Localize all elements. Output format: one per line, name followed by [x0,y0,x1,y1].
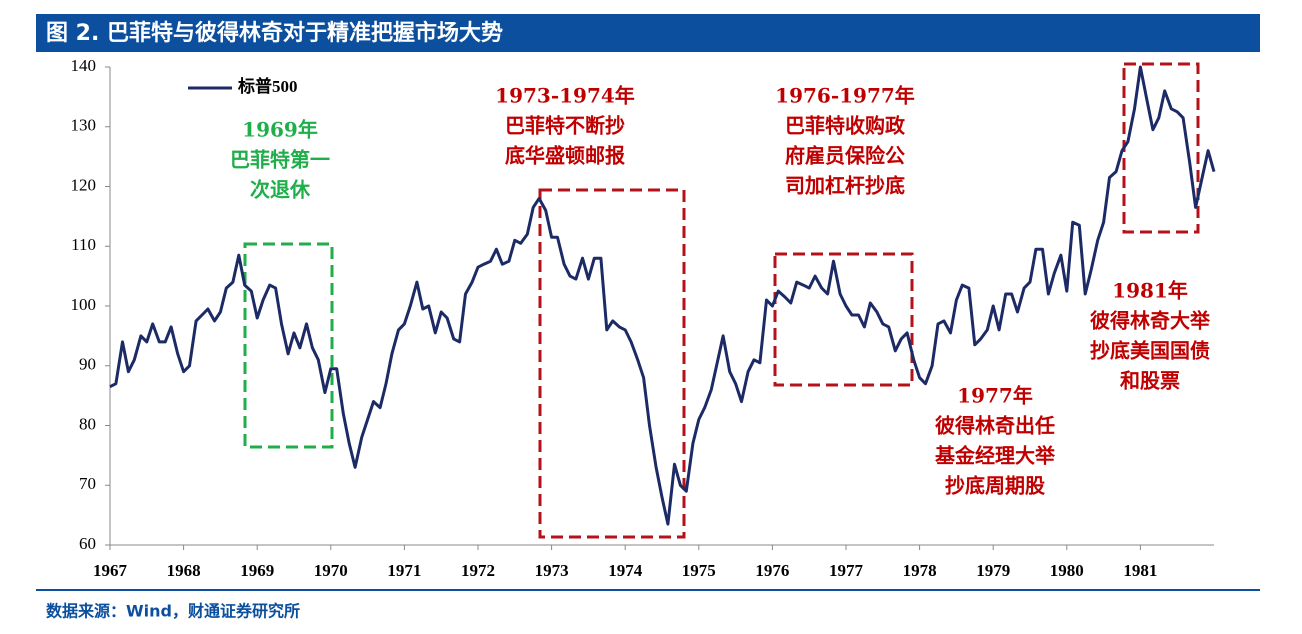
y-tick-label: 100 [71,295,97,314]
x-tick-label: 1971 [387,561,421,580]
highlight-box [773,252,914,387]
x-tick-label: 1980 [1050,561,1084,580]
legend-label: 标普500 [238,76,298,96]
annotation: 次退休 [250,178,311,202]
y-tick-label: 110 [71,235,96,254]
source: 数据来源：Wind，财通证券研究所 [46,602,300,621]
annotation: 抄底周期股 [945,474,1045,498]
y-tick-label: 120 [71,175,97,194]
y-tick-label: 130 [71,116,97,135]
y-tick-label: 60 [79,534,96,553]
annotation: 基金经理大举 [935,444,1056,468]
x-tick-label: 1981 [1123,561,1157,580]
annotation: 底华盛顿邮报 [505,144,625,168]
annotation: 抄底美国国债 [1090,339,1210,363]
x-tick-label: 1972 [461,561,495,580]
y-tick-label: 90 [79,355,96,374]
chart-title: 图 2. 巴菲特与彼得林奇对于精准把握市场大势 [46,20,503,46]
annotation: 1977年 [957,384,1033,408]
x-tick-label: 1976 [755,561,789,580]
highlight-box [538,188,686,539]
series-line [109,65,1216,526]
annotation: 巴菲特收购政 [785,114,906,138]
x-tick-label: 1979 [976,561,1010,580]
x-tick-label: 1977 [829,561,864,580]
x-tick-label: 1973 [535,561,569,580]
highlight-box [243,242,334,449]
y-tick-label: 140 [71,56,97,75]
annotation: 1976-1977年 [775,84,915,108]
y-tick-label: 70 [79,474,96,493]
x-tick-label: 1970 [314,561,348,580]
x-tick-label: 1978 [903,561,937,580]
annotation: 彼得林奇大举 [1090,309,1211,333]
x-tick-label: 1968 [167,561,201,580]
x-tick-label: 1969 [240,561,274,580]
annotation: 和股票 [1120,369,1180,393]
x-tick-label: 1974 [608,561,643,580]
annotation: 1969年 [242,118,318,142]
x-tick-label: 1975 [682,561,716,580]
title-bar [36,14,1260,52]
annotation: 府雇员保险公 [785,144,905,168]
annotation: 司加杠杆抄底 [785,174,905,198]
annotation: 巴菲特不断抄 [505,114,625,138]
annotation: 1981年 [1112,279,1188,303]
annotation: 彼得林奇出任 [935,414,1055,438]
annotation: 1973-1974年 [495,84,635,108]
x-tick-label: 1967 [93,561,128,580]
y-tick-label: 80 [79,414,96,433]
annotation: 巴菲特第一 [230,148,330,172]
